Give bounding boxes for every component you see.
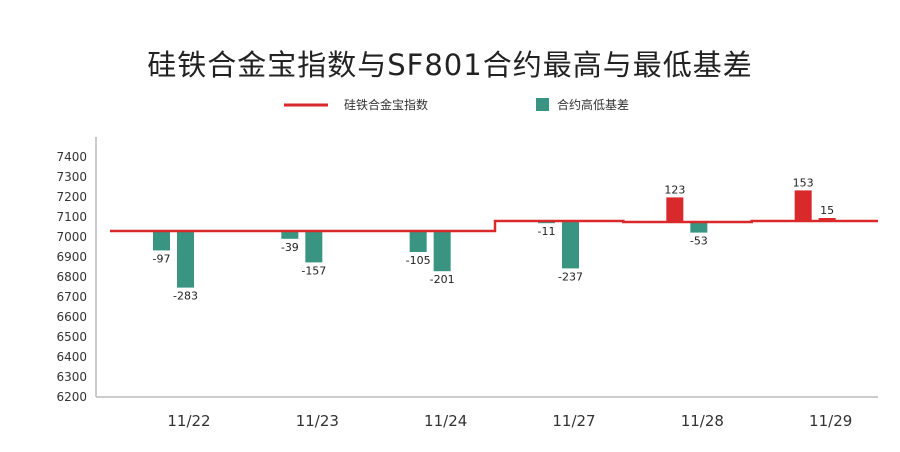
basis-bar-11-27-b (562, 221, 579, 269)
basis-bar-11-24-a (409, 231, 427, 252)
basis-data-label: -11 (538, 225, 556, 238)
y-tick-label: 6600 (56, 310, 87, 324)
x-tick-label: 11/28 (681, 412, 724, 430)
y-tick-label: 6800 (56, 270, 87, 284)
legend-bar-swatch (536, 98, 549, 111)
legend-label-basis: 合约高低基差 (557, 97, 629, 112)
basis-bar-11-29-a (794, 190, 812, 221)
x-tick-labels: 11/22 11/23 11/24 11/27 11/28 11/29 (167, 412, 852, 430)
bars (153, 190, 836, 288)
y-tick-label: 7400 (56, 150, 87, 164)
y-tick-label: 7000 (56, 230, 87, 244)
y-tick-label: 6400 (56, 350, 87, 364)
y-tick-labels: 7400 7300 7200 7100 7000 6900 6800 6700 6600 6500… (56, 150, 87, 404)
data-labels: -97 -283 -39-157 -105 -201 -11 -237 123 -53 153 15 (153, 176, 835, 302)
x-tick-label: 11/29 (809, 412, 852, 430)
basis-data-label: -53 (690, 235, 708, 248)
basis-data-label: -105 (406, 254, 431, 267)
y-tick-label: 6900 (56, 250, 87, 264)
basis-data-label: 153 (793, 176, 814, 189)
basis-bar-11-22-a (153, 231, 170, 251)
x-tick-label: 11/27 (552, 412, 595, 430)
y-tick-label: 7200 (56, 190, 87, 204)
x-tick-label: 11/22 (167, 412, 210, 430)
basis-data-label: -201 (430, 273, 455, 286)
x-tick-label: 11/23 (296, 412, 339, 430)
legend: 硅铁合金宝指数 合约高低基差 (284, 97, 629, 112)
basis-data-label: -283 (173, 290, 198, 303)
basis-data-label: 123 (664, 183, 685, 196)
basis-data-label: -97 (153, 252, 171, 265)
basis-bar-11-23-b (305, 231, 323, 263)
y-tick-label: 6300 (56, 370, 87, 384)
chart-title: 硅铁合金宝指数与SF801合约最高与最低基差 (147, 48, 753, 82)
basis-bar-11-28-a (666, 197, 684, 222)
y-tick-label: 6700 (56, 290, 87, 304)
basis-bar-11-29-b (818, 218, 836, 221)
x-tick-label: 11/24 (424, 412, 467, 430)
axes (95, 137, 878, 398)
basis-bar-11-22-b (177, 231, 194, 288)
index-step-line (110, 219, 878, 233)
basis-data-label: 15 (820, 204, 834, 217)
basis-data-label: -157 (301, 264, 326, 277)
y-tick-label: 6200 (56, 390, 87, 404)
y-tick-label: 7300 (56, 170, 87, 184)
basis-bar-11-28-b (690, 222, 708, 233)
y-tick-label: 6500 (56, 330, 87, 344)
index-line (110, 219, 878, 233)
basis-data-label: -237 (558, 270, 583, 283)
basis-bar-11-24-b (433, 231, 451, 272)
legend-label-index: 硅铁合金宝指数 (344, 97, 428, 112)
basis-bar-11-23-a (281, 231, 299, 239)
basis-data-label: -39 (281, 241, 299, 254)
y-tick-label: 7100 (56, 210, 87, 224)
